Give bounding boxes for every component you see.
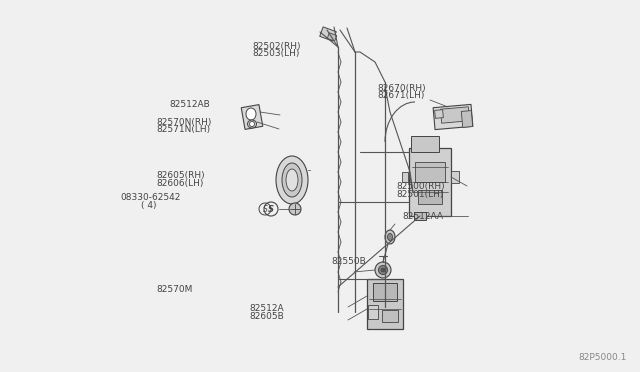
Text: 82501(LH): 82501(LH) bbox=[397, 190, 444, 199]
Ellipse shape bbox=[387, 234, 392, 241]
Ellipse shape bbox=[276, 156, 308, 204]
Bar bbox=[367, 279, 403, 329]
Text: 82502(RH): 82502(RH) bbox=[253, 42, 301, 51]
Bar bbox=[411, 136, 439, 152]
Bar bbox=[373, 283, 397, 301]
Ellipse shape bbox=[289, 203, 301, 215]
Ellipse shape bbox=[282, 163, 302, 197]
Bar bbox=[433, 105, 473, 129]
Text: 82606(LH): 82606(LH) bbox=[157, 179, 204, 187]
Text: 08330-62542: 08330-62542 bbox=[120, 193, 180, 202]
Bar bbox=[418, 190, 442, 204]
Ellipse shape bbox=[246, 108, 256, 120]
Text: 82500(RH): 82500(RH) bbox=[397, 182, 445, 191]
Text: 82512AB: 82512AB bbox=[170, 100, 211, 109]
Ellipse shape bbox=[375, 262, 391, 278]
Text: ( 4): ( 4) bbox=[141, 201, 156, 210]
Text: 82550B: 82550B bbox=[332, 257, 366, 266]
Text: 82570N(RH): 82570N(RH) bbox=[157, 118, 212, 126]
Ellipse shape bbox=[378, 266, 387, 275]
Text: 82P5000.1: 82P5000.1 bbox=[579, 353, 627, 362]
Bar bbox=[402, 172, 408, 182]
Bar bbox=[382, 310, 398, 322]
Bar bbox=[461, 110, 473, 127]
Bar bbox=[327, 33, 337, 41]
Ellipse shape bbox=[250, 122, 255, 126]
Bar bbox=[409, 148, 451, 216]
Bar bbox=[415, 162, 445, 182]
Text: S: S bbox=[268, 205, 274, 214]
Bar bbox=[241, 105, 263, 129]
Bar bbox=[440, 107, 470, 123]
Ellipse shape bbox=[248, 120, 257, 128]
Ellipse shape bbox=[381, 268, 385, 272]
Text: 82671(LH): 82671(LH) bbox=[378, 92, 425, 100]
Bar bbox=[414, 212, 426, 220]
Text: 82571N(LH): 82571N(LH) bbox=[157, 125, 211, 134]
Bar bbox=[435, 110, 444, 118]
Bar bbox=[368, 305, 378, 319]
Text: 82570M: 82570M bbox=[157, 285, 193, 294]
Text: 82605(RH): 82605(RH) bbox=[157, 171, 205, 180]
Text: 82503(LH): 82503(LH) bbox=[253, 49, 300, 58]
Text: 82670(RH): 82670(RH) bbox=[378, 84, 426, 93]
Ellipse shape bbox=[385, 230, 395, 244]
Bar bbox=[451, 171, 459, 183]
Text: 82512A: 82512A bbox=[250, 304, 284, 312]
Text: 82605B: 82605B bbox=[250, 312, 284, 321]
Text: S: S bbox=[262, 205, 268, 214]
Ellipse shape bbox=[286, 169, 298, 191]
Bar bbox=[320, 27, 336, 41]
Text: 82512AA: 82512AA bbox=[402, 212, 443, 221]
